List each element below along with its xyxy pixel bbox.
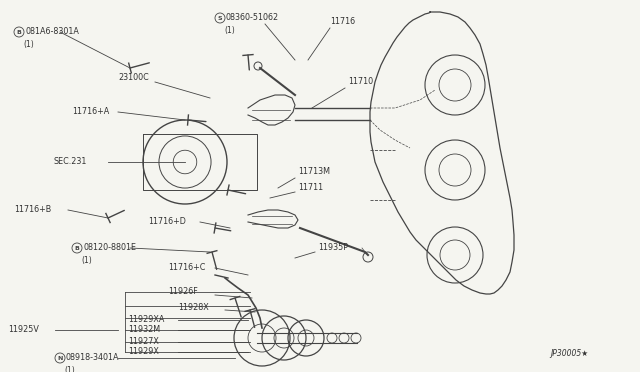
Text: S: S (218, 16, 222, 20)
Text: 11929X: 11929X (128, 347, 159, 356)
Text: 08120-8801E: 08120-8801E (83, 244, 136, 253)
Text: 11927X: 11927X (128, 337, 159, 346)
Text: 081A6-8301A: 081A6-8301A (25, 28, 79, 36)
Text: 11932M: 11932M (128, 326, 160, 334)
Text: 08918-3401A: 08918-3401A (66, 353, 120, 362)
Text: 11710: 11710 (348, 77, 373, 87)
Text: SEC.231: SEC.231 (54, 157, 88, 167)
Text: 11716: 11716 (330, 17, 355, 26)
Text: (1): (1) (224, 26, 235, 35)
Text: N: N (58, 356, 63, 360)
Text: 11713M: 11713M (298, 167, 330, 176)
Text: 11716+A: 11716+A (72, 108, 109, 116)
Text: 11716+C: 11716+C (168, 263, 205, 273)
Text: 08360-51062: 08360-51062 (226, 13, 279, 22)
Text: (1): (1) (81, 256, 92, 264)
Text: 11929XA: 11929XA (128, 315, 164, 324)
Text: B: B (17, 29, 21, 35)
Text: 11935P: 11935P (318, 244, 348, 253)
Text: 11925V: 11925V (8, 326, 39, 334)
Text: 11716+B: 11716+B (14, 205, 51, 215)
Text: 11716+D: 11716+D (148, 218, 186, 227)
Text: JP30005★: JP30005★ (550, 349, 588, 358)
Text: 23100C: 23100C (118, 74, 148, 83)
Text: 11928X: 11928X (178, 304, 209, 312)
Text: 11926F: 11926F (168, 288, 198, 296)
Text: 11711: 11711 (298, 183, 323, 192)
Text: B: B (75, 246, 79, 250)
Text: (1): (1) (64, 366, 75, 372)
Text: (1): (1) (23, 39, 34, 48)
